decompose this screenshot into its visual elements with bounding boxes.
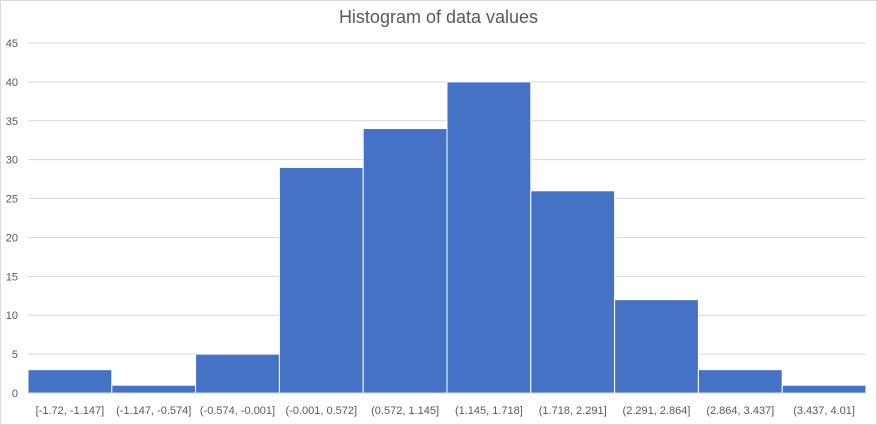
histogram-bar [278,166,364,394]
y-tick-label: 0 [12,388,18,400]
y-tick-label: 25 [6,194,18,206]
histogram-bar [697,369,783,394]
histogram-bar [530,190,616,394]
y-tick-label: 10 [6,310,18,322]
y-tick-label: 5 [12,349,18,361]
histogram-bar [614,299,699,394]
histogram-bar [446,81,532,394]
y-tick-label: 35 [6,116,18,128]
histogram-bar [27,369,113,394]
x-tick-label: (0.572, 1.145] [371,405,439,417]
x-tick-label: [-1.72, -1.147] [36,405,105,417]
y-tick-label: 20 [6,232,18,244]
histogram-bar [362,128,448,394]
x-tick-label: (-0.574, -0.001] [200,405,275,417]
x-tick-label: (-1.147, -0.574] [116,405,191,417]
x-tick-label: (-0.001, 0.572] [286,405,358,417]
y-tick-label: 40 [6,77,18,89]
histogram-bar [111,384,197,394]
y-tick-label: 15 [6,271,18,283]
chart-title: Histogram of data values [338,7,539,27]
x-tick-label: (2.291, 2.864] [623,405,691,417]
histogram-bar [781,384,867,394]
y-tick-label: 45 [6,38,18,50]
x-tick-label: (2.864, 3.437] [706,405,774,417]
x-tick-label: (1.145, 1.718] [455,405,523,417]
y-tick-label: 30 [6,155,18,167]
x-tick-label: (1.718, 2.291] [539,405,607,417]
histogram-bar [195,353,280,394]
x-tick-label: (3.437, 4.01] [793,405,855,417]
